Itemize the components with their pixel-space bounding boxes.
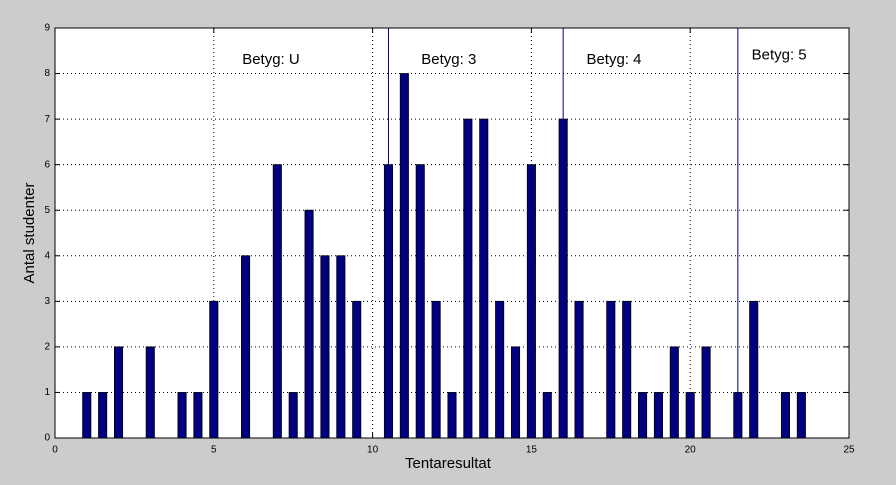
bar bbox=[241, 255, 251, 439]
annotation: Betyg: 3 bbox=[421, 51, 476, 68]
bar bbox=[145, 346, 155, 439]
bar bbox=[701, 346, 711, 439]
bar bbox=[749, 300, 759, 439]
bar bbox=[685, 392, 695, 439]
annotation: Betyg: U bbox=[242, 51, 300, 68]
y-tick-label: 4 bbox=[44, 250, 50, 261]
bar bbox=[415, 164, 425, 439]
bar bbox=[447, 392, 457, 439]
bar bbox=[177, 392, 187, 439]
bar bbox=[98, 392, 108, 439]
bar bbox=[193, 392, 203, 439]
y-tick-label: 3 bbox=[44, 296, 50, 307]
x-tick-label: 15 bbox=[526, 445, 538, 456]
bar bbox=[638, 392, 648, 439]
bar bbox=[653, 392, 663, 439]
y-axis-label: Antal studenter bbox=[21, 183, 38, 284]
bar bbox=[495, 300, 505, 439]
bar bbox=[510, 346, 521, 439]
y-tick-label: 9 bbox=[44, 23, 50, 34]
bar bbox=[320, 255, 330, 439]
bar bbox=[574, 300, 584, 439]
y-tick-label: 7 bbox=[44, 114, 50, 125]
bar bbox=[209, 300, 219, 439]
bar bbox=[463, 118, 473, 439]
y-tick-label: 2 bbox=[44, 342, 50, 353]
bar bbox=[336, 255, 346, 439]
y-tick-label: 0 bbox=[44, 433, 50, 444]
bar bbox=[82, 392, 92, 439]
bar bbox=[272, 164, 282, 439]
y-tick-label: 5 bbox=[44, 205, 50, 216]
bar bbox=[669, 346, 679, 439]
bar bbox=[479, 118, 489, 439]
x-tick-label: 25 bbox=[843, 445, 855, 456]
bar bbox=[542, 392, 552, 439]
bar bbox=[304, 209, 314, 439]
x-tick-label: 20 bbox=[685, 445, 697, 456]
y-tick-label: 6 bbox=[44, 159, 50, 170]
x-axis-label: Tentaresultat bbox=[405, 455, 492, 472]
bar bbox=[796, 392, 806, 439]
bar bbox=[113, 346, 124, 439]
bar bbox=[352, 300, 362, 439]
x-tick-label: 10 bbox=[367, 445, 379, 456]
bar bbox=[780, 392, 791, 439]
plot-area bbox=[54, 27, 850, 439]
y-tick-label: 1 bbox=[44, 387, 50, 398]
bar bbox=[288, 392, 298, 439]
bar bbox=[526, 164, 536, 439]
bar bbox=[431, 300, 441, 439]
x-tick-label: 5 bbox=[211, 445, 217, 456]
annotation: Betyg: 4 bbox=[586, 51, 641, 68]
annotation: Betyg: 5 bbox=[752, 46, 807, 63]
bar bbox=[622, 300, 632, 439]
y-tick-label: 8 bbox=[44, 68, 50, 79]
bar bbox=[399, 73, 409, 439]
bar bbox=[606, 300, 616, 439]
x-tick-label: 0 bbox=[52, 445, 58, 456]
